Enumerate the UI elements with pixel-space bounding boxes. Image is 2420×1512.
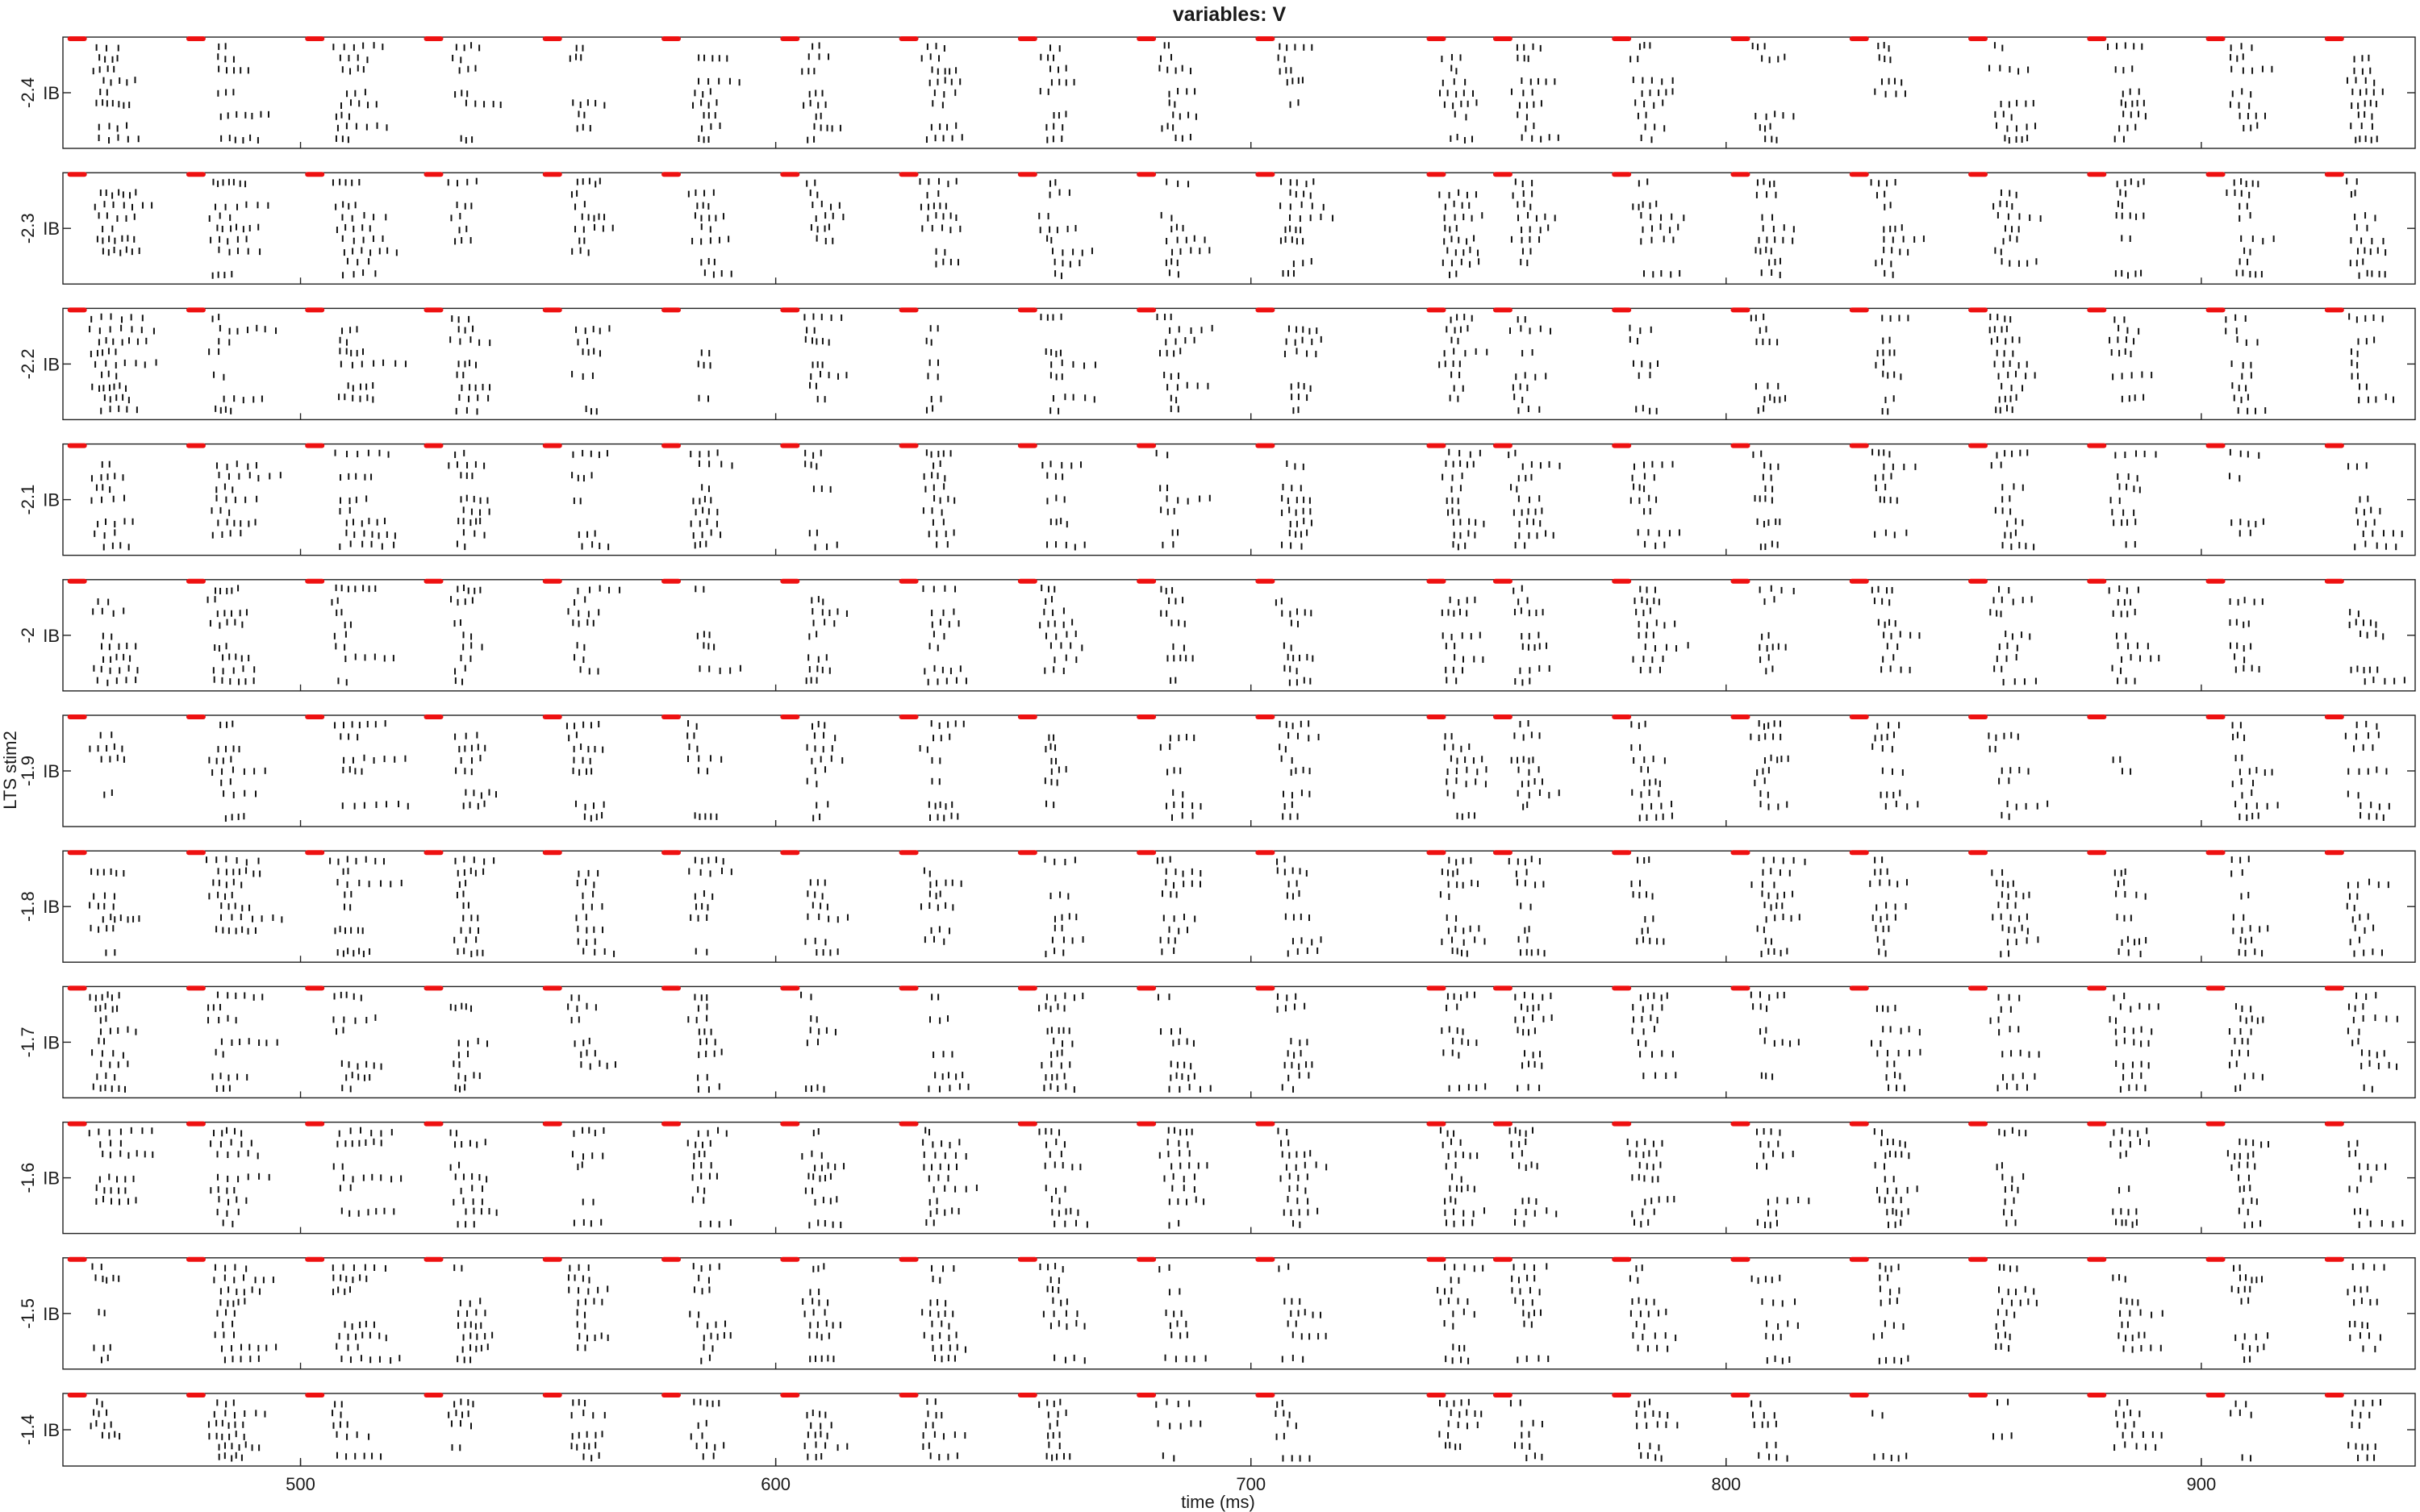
panel-frame — [62, 1257, 2416, 1370]
panel-param-label: -2.4 — [18, 77, 38, 108]
panel-param-label: -1.6 — [18, 1163, 38, 1193]
spike-raster — [89, 313, 2394, 415]
spike-raster — [89, 991, 2398, 1093]
panel-frame — [62, 443, 2416, 556]
population-label: IB — [43, 490, 60, 510]
raster-panel: IB-1.7 — [18, 985, 2416, 1099]
panel-frame — [62, 307, 2416, 421]
raster-panel: IB-2.2 — [18, 307, 2416, 421]
panel-param-label: -1.7 — [18, 1027, 38, 1057]
panel-param-label: -1.9 — [18, 756, 38, 786]
spike-raster — [89, 856, 2389, 958]
raster-panel: IB-1.5 — [18, 1256, 2416, 1370]
spike-raster — [89, 720, 2390, 822]
spike-raster — [91, 1262, 2385, 1364]
raster-panel: IB-1.6 — [18, 1121, 2416, 1235]
panel-param-label: -1.8 — [18, 891, 38, 922]
figure-title: variables: V — [1173, 3, 1287, 26]
population-label: IB — [43, 626, 60, 646]
spike-raster — [92, 584, 2405, 686]
population-label: IB — [43, 1304, 60, 1324]
raster-panel: IB -2 — [18, 578, 2416, 692]
raster-panel: IB-1.8 — [18, 850, 2416, 963]
population-label: IB — [43, 219, 60, 239]
panel-frame — [62, 172, 2416, 285]
panel-param-label: -2.1 — [18, 485, 38, 515]
panel-frame — [62, 36, 2416, 149]
panel-frame — [62, 714, 2416, 827]
panel-param-label: -2.3 — [18, 213, 38, 244]
raster-panel: IB-2.1 — [18, 443, 2416, 556]
panel-param-label: -1.5 — [18, 1298, 38, 1329]
spike-raster — [88, 1127, 2404, 1229]
population-label: IB — [43, 761, 60, 781]
spike-raster — [92, 42, 2384, 144]
panel-frame — [62, 1121, 2416, 1235]
panel-frame — [62, 985, 2416, 1099]
population-label: IB — [43, 1168, 60, 1189]
raster-panel: IB-1.9 — [18, 714, 2416, 827]
panel-frame — [62, 850, 2416, 963]
panel-param-label: -2 — [18, 627, 38, 644]
spike-raster — [94, 177, 2387, 280]
population-label: IB — [43, 897, 60, 917]
population-label: IB — [43, 354, 60, 374]
raster-panel: IB-2.3 — [18, 172, 2416, 285]
spike-raster — [90, 448, 2403, 551]
raster-panels: IB-2.4IB-2.3IB-2.2IB-2.1IB-2IB-1.9IB-1.8… — [18, 36, 2416, 1467]
population-label: IB — [43, 83, 60, 103]
panel-param-label: -2.2 — [18, 348, 38, 379]
population-label: IB — [43, 1032, 60, 1052]
raster-panel: IB-2.4 — [18, 36, 2416, 149]
panel-frame — [62, 579, 2416, 692]
